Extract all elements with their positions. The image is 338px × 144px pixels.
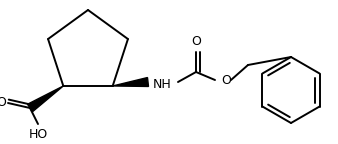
Text: O: O — [0, 96, 6, 109]
Text: NH: NH — [153, 78, 172, 91]
Text: O: O — [221, 73, 231, 87]
Text: O: O — [191, 35, 201, 48]
Polygon shape — [27, 86, 63, 112]
Polygon shape — [113, 77, 148, 86]
Text: HO: HO — [28, 128, 48, 141]
